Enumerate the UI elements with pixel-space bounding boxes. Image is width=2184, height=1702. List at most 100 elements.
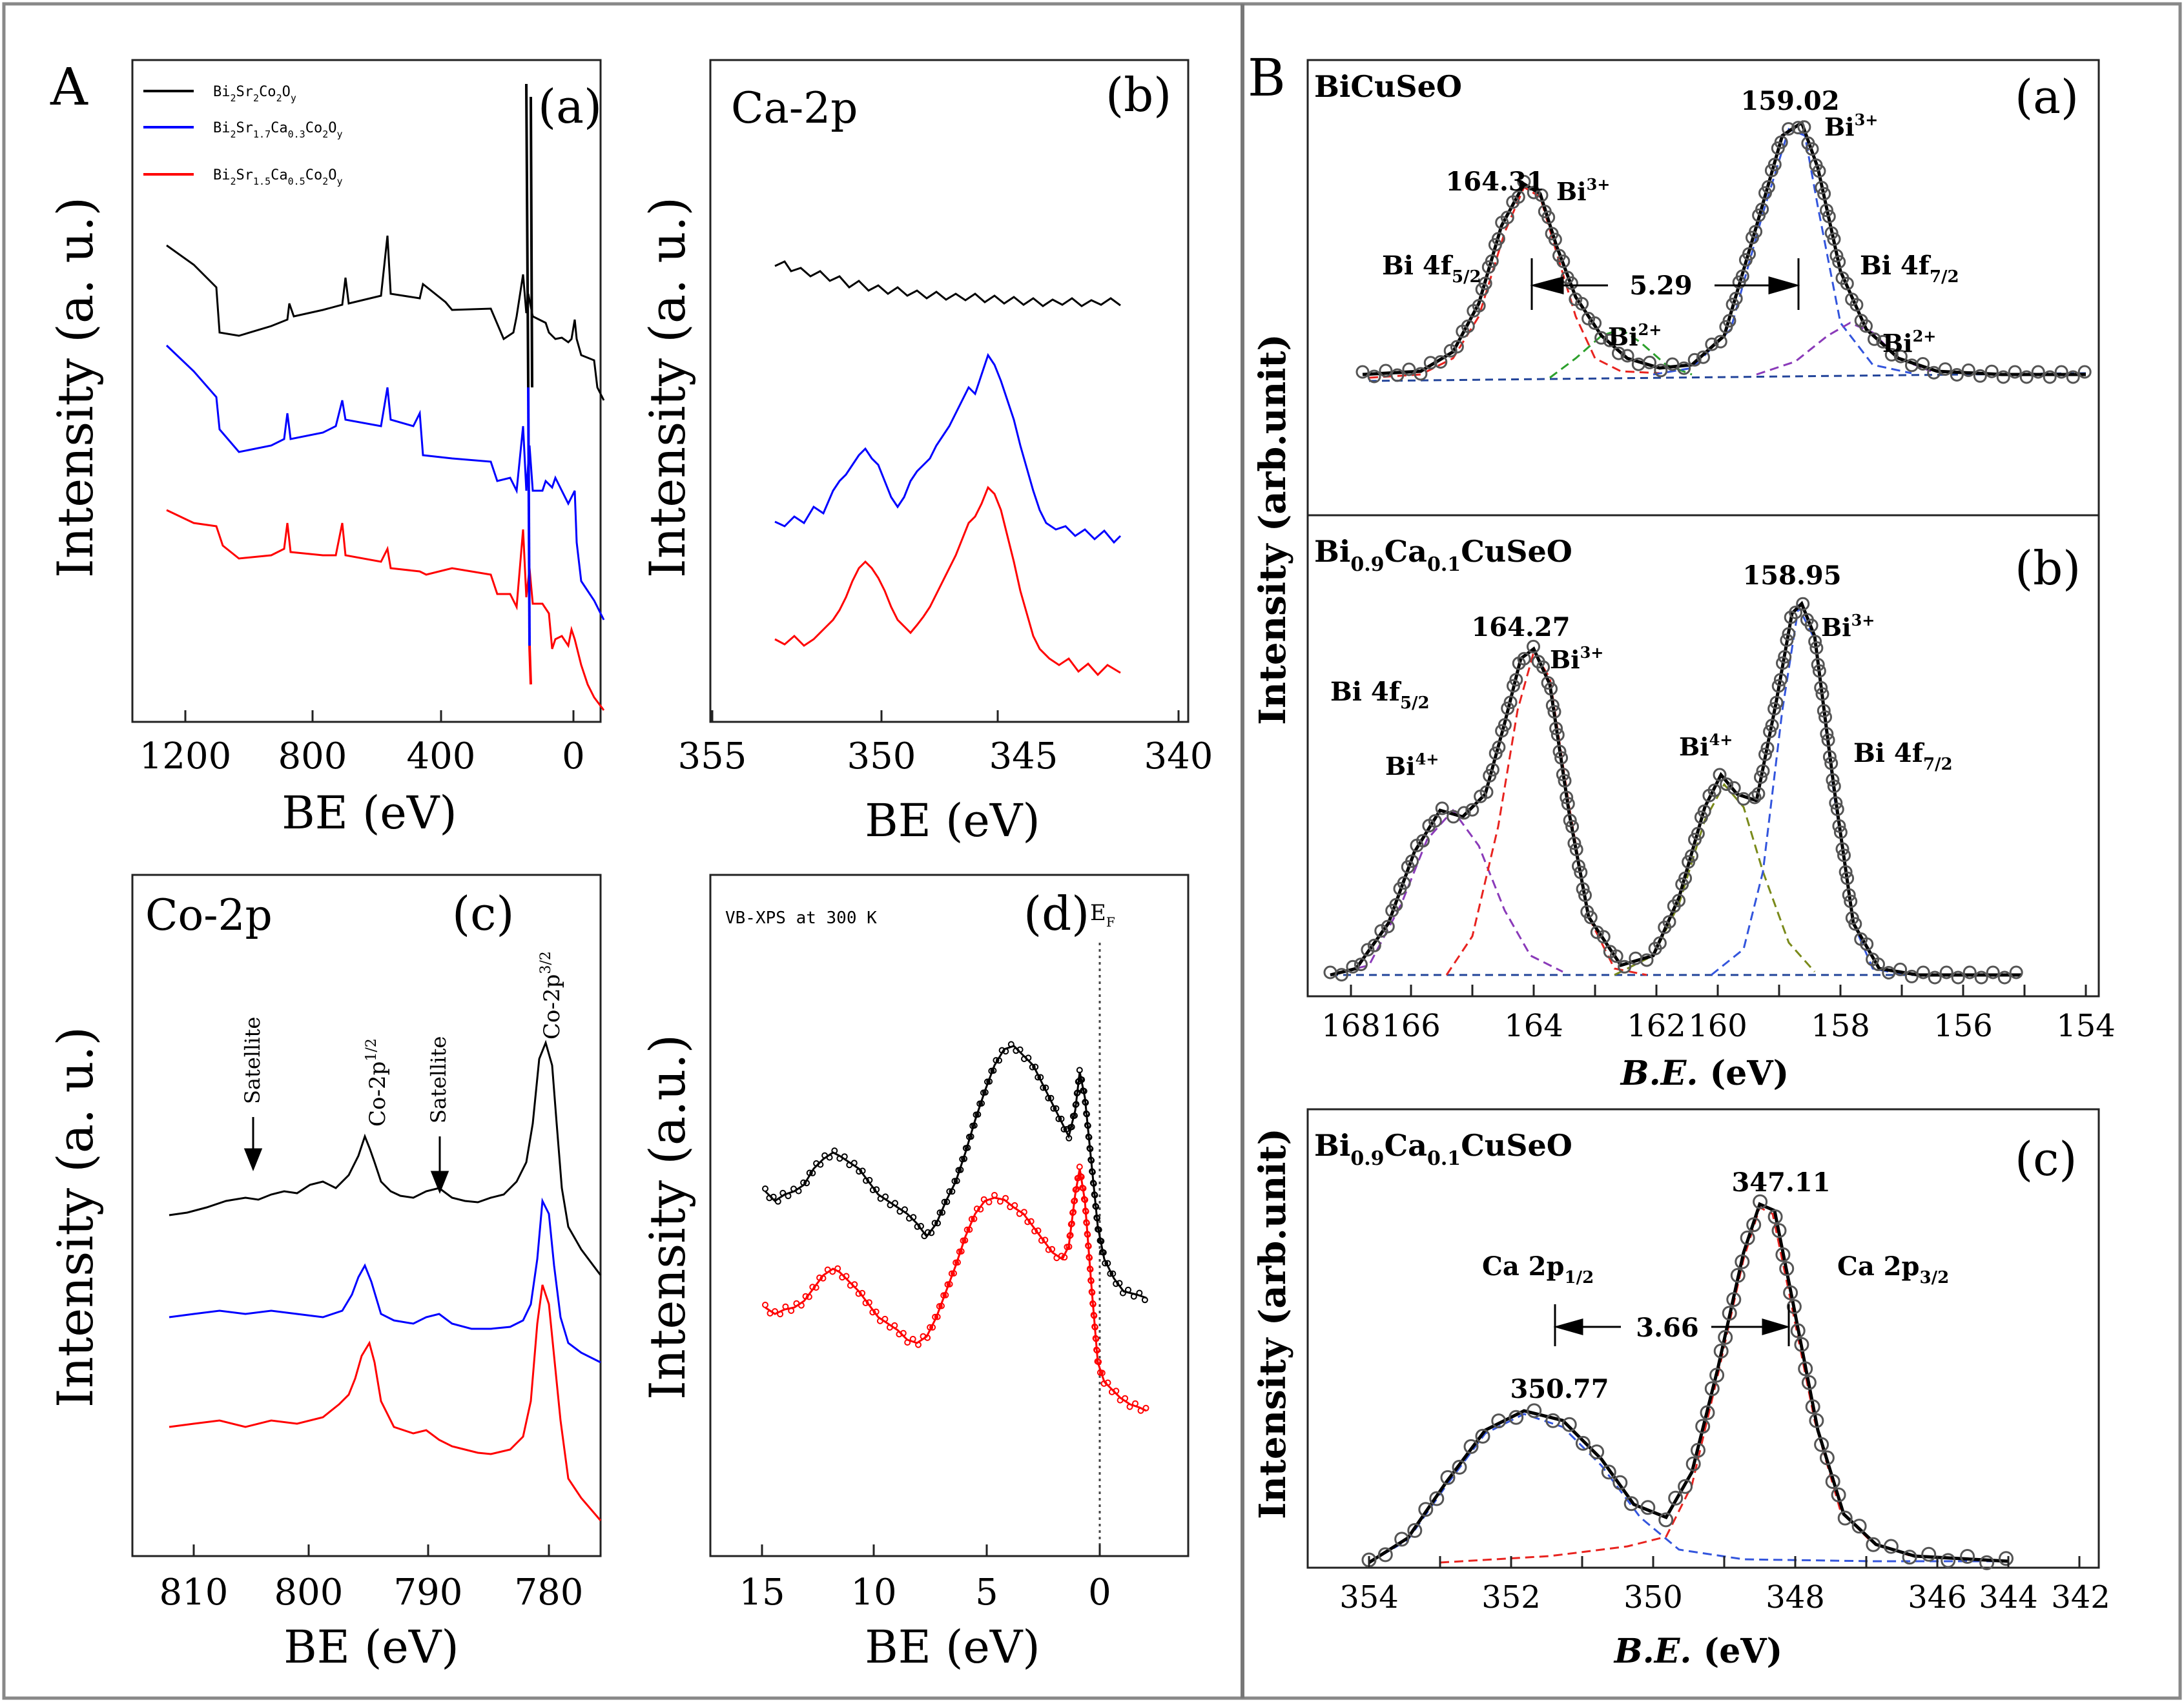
A-d-marker-red: [938, 1302, 945, 1309]
A-d-marker-black: [1089, 1169, 1096, 1176]
B-b-bi3-1: Bi3+: [1550, 643, 1603, 674]
A-d-xlabel: BE (eV): [865, 1621, 1040, 1674]
B-c-marker: [1735, 1254, 1750, 1269]
A-c-tick-790: 790: [394, 1572, 463, 1614]
B-b-marker: [1720, 777, 1734, 791]
A-d-marker-black: [856, 1168, 863, 1175]
B-c-marker: [1767, 1209, 1783, 1224]
A-d-marker-red: [1087, 1266, 1094, 1273]
A-d-marker-red: [1085, 1243, 1092, 1249]
A-a-tick-1200: 1200: [139, 735, 232, 777]
B-a-marker: [1643, 355, 1656, 369]
B-b-marker: [1552, 744, 1567, 759]
A-d-marker-black: [1084, 1111, 1090, 1118]
A-c-arrow-satellite-2: [430, 1136, 449, 1194]
A-d-marker-red: [946, 1280, 953, 1287]
B-c-tag: (c): [2015, 1132, 2077, 1186]
B-b-marker: [1556, 768, 1570, 781]
B-a-markers: [1355, 120, 2092, 384]
A-d-marker-black: [941, 1198, 948, 1205]
A-a-peak-159-red: [528, 645, 532, 685]
B-b-marker: [1997, 970, 2012, 985]
A-d-marker-red: [1070, 1209, 1077, 1216]
B-a-marker: [1820, 203, 1833, 218]
B-b-marker: [1789, 606, 1802, 619]
B-a-marker: [1443, 343, 1458, 358]
A-d-marker-black: [1047, 1094, 1055, 1102]
B-b-title: Bi0.9Ca0.1CuSeO: [1314, 534, 1572, 576]
B-a-marker: [1916, 357, 1930, 371]
A-b-tick-345: 345: [989, 735, 1058, 777]
A-d-marker-red: [865, 1299, 872, 1306]
B-c-marker: [1809, 1413, 1824, 1428]
A-c-tick-810: 810: [160, 1572, 229, 1614]
B-b-marker: [1389, 897, 1403, 912]
A-d-marker-black: [978, 1100, 985, 1107]
A-c-series-blue: [169, 1197, 601, 1364]
B-c-marker: [1640, 1500, 1656, 1515]
A-d-marker-black: [892, 1200, 898, 1207]
B-c-marker: [1779, 1261, 1795, 1276]
A-d-marker-red: [1126, 1403, 1133, 1410]
B-a-peak2: 159.02: [1740, 86, 1839, 116]
A-a-tick-0: 0: [562, 735, 585, 777]
B-a-marker: [1797, 120, 1811, 134]
B-c-marker: [1941, 1553, 1956, 1568]
B-c-sep: 3.66: [1636, 1313, 1698, 1343]
B-a-marker: [1434, 355, 1448, 369]
B-a-f72: Bi 4f7/2: [1860, 251, 1959, 287]
A-d-marker-black: [863, 1177, 869, 1184]
A-d-marker-black: [1040, 1084, 1047, 1091]
B-c-marker: [1589, 1444, 1605, 1460]
B-b-marker: [1827, 779, 1841, 794]
A-d-marker-red: [1093, 1347, 1100, 1354]
B-b-marker: [1618, 959, 1632, 974]
B-b-marker: [1653, 936, 1667, 950]
A-c-xlabel: BE (eV): [283, 1621, 458, 1674]
B-b-xlabel: B.E. (eV): [1620, 1054, 1789, 1093]
B-c-sep-arrow: [1553, 1318, 1791, 1336]
B-b-marker: [1829, 796, 1843, 810]
B-c-marker: [1746, 1217, 1762, 1233]
B-b-marker: [1840, 871, 1855, 885]
B-b-marker: [1844, 894, 1858, 908]
A-d-marker-black: [841, 1153, 848, 1160]
B-b-marker: [1563, 814, 1577, 828]
B-b-marker: [1809, 641, 1824, 655]
A-d-marker-red: [1089, 1289, 1096, 1296]
B-b-marker: [1507, 679, 1520, 693]
A-d-marker-black: [1078, 1076, 1086, 1083]
B-c-xticks: [1368, 1556, 2081, 1568]
B-b-marker: [1832, 819, 1846, 833]
A-d-marker-black: [996, 1057, 1002, 1064]
B-c-marker: [1805, 1399, 1820, 1415]
A-d-marker-red: [900, 1329, 907, 1337]
B-c-marker: [1612, 1475, 1628, 1490]
B-a-marker: [1840, 276, 1854, 291]
A-d-marker-black: [1098, 1238, 1105, 1245]
A-d-marker-red: [985, 1198, 993, 1205]
B-c-marker: [1491, 1413, 1507, 1429]
B-a-marker: [1367, 369, 1381, 384]
A-d-marker-black: [921, 1233, 928, 1240]
B-c-marker: [1561, 1417, 1577, 1432]
A-d-marker-red: [963, 1226, 971, 1233]
B-a-marker: [1722, 314, 1736, 328]
B-c-chart: Bi0.9Ca0.1CuSeO (c) Intensity (arb.unit)…: [1252, 1108, 2110, 1671]
A-d-marker-red: [782, 1303, 789, 1310]
A-d-markers-red: [762, 1164, 1149, 1414]
B-a-marker: [1472, 299, 1486, 313]
A-d-marker-black: [1066, 1134, 1073, 1142]
A-d-marker-black: [901, 1206, 908, 1213]
B-a-marker: [1859, 319, 1873, 333]
B-b-marker: [1763, 724, 1777, 739]
A-d-marker-red: [1002, 1194, 1009, 1202]
B-b-marker: [1397, 876, 1411, 890]
A-d-marker-black: [946, 1188, 953, 1195]
A-d-marker-black: [1080, 1087, 1087, 1094]
B-c-marker: [1837, 1510, 1853, 1526]
A-d-marker-red: [855, 1290, 862, 1297]
A-d-marker-black: [1119, 1289, 1126, 1297]
B-c-ca12: Ca 2p1/2: [1482, 1251, 1594, 1287]
A-d-marker-black: [1113, 1280, 1120, 1287]
